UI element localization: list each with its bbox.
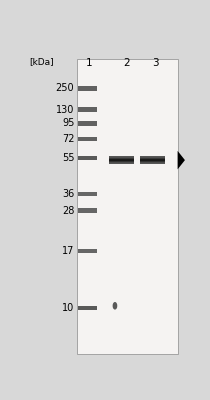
Bar	[77, 59, 178, 354]
Bar	[109, 160, 134, 161]
Bar	[109, 162, 134, 163]
Text: 28: 28	[62, 206, 74, 216]
Bar	[77, 137, 97, 141]
Bar	[140, 162, 165, 163]
Bar	[140, 160, 165, 161]
Bar	[140, 159, 165, 160]
Bar	[109, 157, 134, 158]
Bar	[109, 156, 134, 157]
Bar	[77, 192, 97, 196]
Bar	[77, 156, 97, 160]
Bar	[77, 107, 97, 112]
Text: 3: 3	[152, 58, 159, 68]
Bar	[140, 159, 165, 160]
Bar	[109, 156, 134, 157]
Text: 72: 72	[62, 134, 74, 144]
Bar	[140, 160, 165, 161]
Bar	[109, 161, 134, 162]
Bar	[77, 249, 97, 254]
Bar	[109, 158, 134, 159]
Text: 55: 55	[62, 153, 74, 163]
Bar	[140, 157, 165, 158]
Bar	[140, 158, 165, 159]
Text: 2: 2	[123, 58, 130, 68]
Bar	[77, 121, 97, 126]
Bar	[109, 159, 134, 160]
Bar	[109, 160, 134, 161]
Bar	[140, 156, 165, 157]
Bar	[140, 163, 165, 164]
Bar	[77, 306, 97, 310]
Bar	[109, 158, 134, 159]
Bar	[109, 160, 134, 161]
Bar	[109, 163, 134, 164]
Bar	[140, 162, 165, 163]
Bar	[140, 159, 165, 160]
Bar	[109, 162, 134, 163]
Polygon shape	[178, 151, 185, 169]
Bar	[109, 157, 134, 158]
Bar	[140, 157, 165, 158]
Text: 130: 130	[56, 105, 74, 115]
Bar	[109, 161, 134, 162]
Text: 250: 250	[56, 83, 74, 93]
Text: 36: 36	[62, 189, 74, 199]
Bar	[77, 86, 97, 90]
Bar	[140, 156, 165, 157]
Bar	[109, 157, 134, 158]
Text: 17: 17	[62, 246, 74, 256]
Bar	[140, 160, 165, 161]
Text: 95: 95	[62, 118, 74, 128]
Bar	[140, 157, 165, 158]
Bar	[140, 158, 165, 159]
Bar	[109, 159, 134, 160]
Bar	[140, 162, 165, 163]
Bar	[140, 161, 165, 162]
Bar	[109, 161, 134, 162]
Text: [kDa]: [kDa]	[29, 57, 54, 66]
Text: 10: 10	[62, 303, 74, 313]
Bar	[109, 159, 134, 160]
Text: 1: 1	[86, 58, 92, 68]
Bar	[77, 208, 97, 213]
Bar	[140, 161, 165, 162]
Bar	[140, 161, 165, 162]
Bar	[109, 162, 134, 163]
Circle shape	[113, 303, 117, 309]
